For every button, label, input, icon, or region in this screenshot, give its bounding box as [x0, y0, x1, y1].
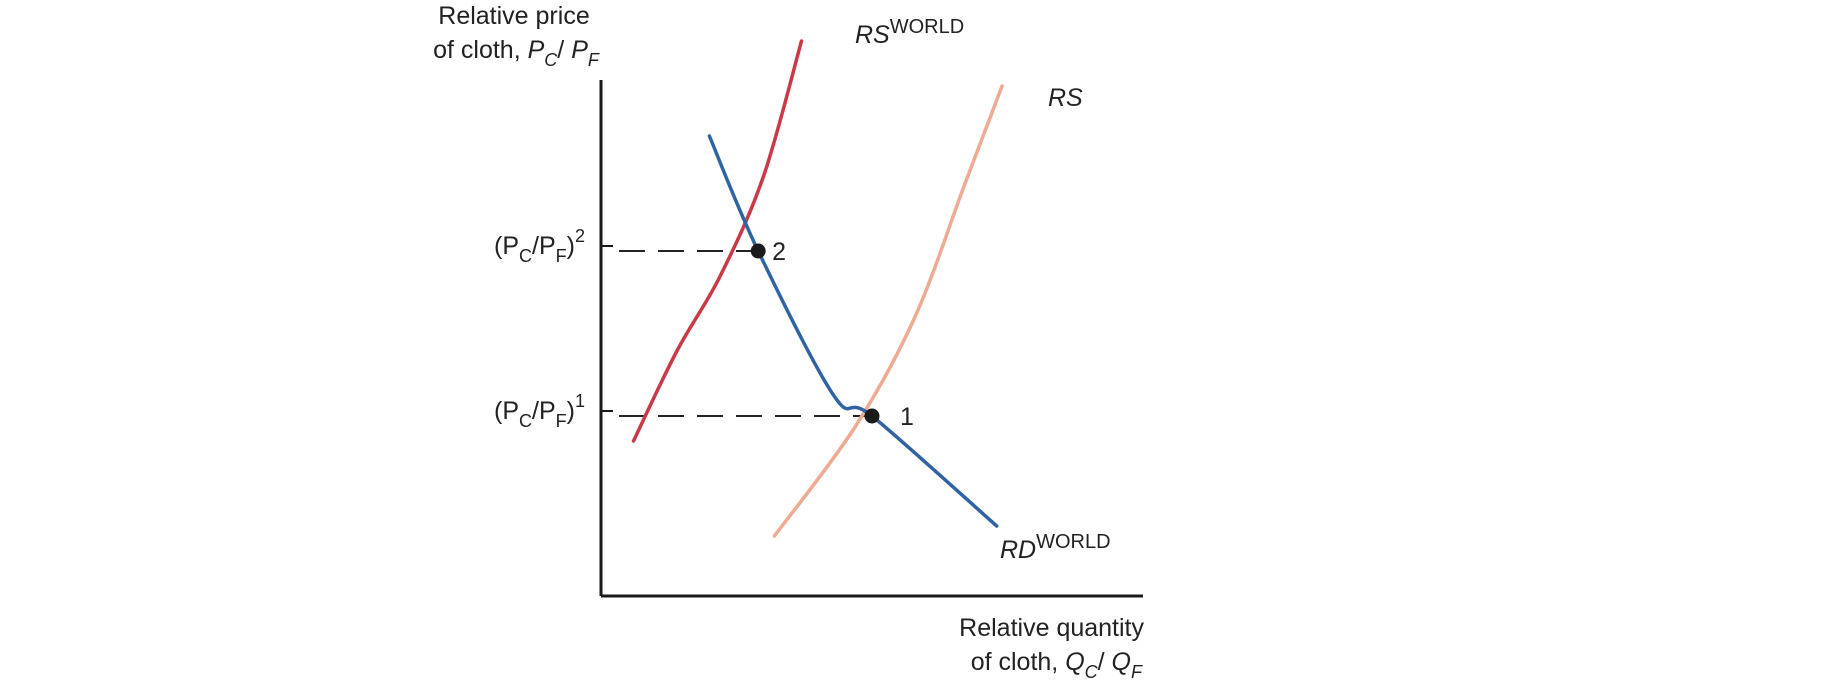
equilibrium-label-2: 2: [772, 238, 786, 266]
rd-world-label: RDWORLD: [1000, 531, 1111, 564]
y-axis-title-line1: Relative price: [438, 2, 589, 30]
rs-label: RS: [1048, 84, 1083, 112]
equilibrium-point-2: [750, 243, 766, 259]
x-axis-title-line2: of cloth, QC/ QF: [971, 648, 1143, 682]
rd-world-curve: [707, 134, 999, 528]
x-axis-title-line1: Relative quantity: [959, 614, 1144, 642]
rs-curve: [772, 84, 1004, 538]
rs-world-label: RSWORLD: [855, 16, 964, 49]
equilibrium-point-1: [864, 408, 880, 424]
y-tick-label-1: (PC/PF)1: [494, 391, 585, 431]
y-axis-title-line2: of cloth, PC/ PF: [433, 36, 600, 70]
rs-world-curve: [631, 39, 804, 443]
y-tick-label-2: (PC/PF)2: [494, 226, 585, 266]
equilibrium-label-1: 1: [900, 403, 914, 431]
